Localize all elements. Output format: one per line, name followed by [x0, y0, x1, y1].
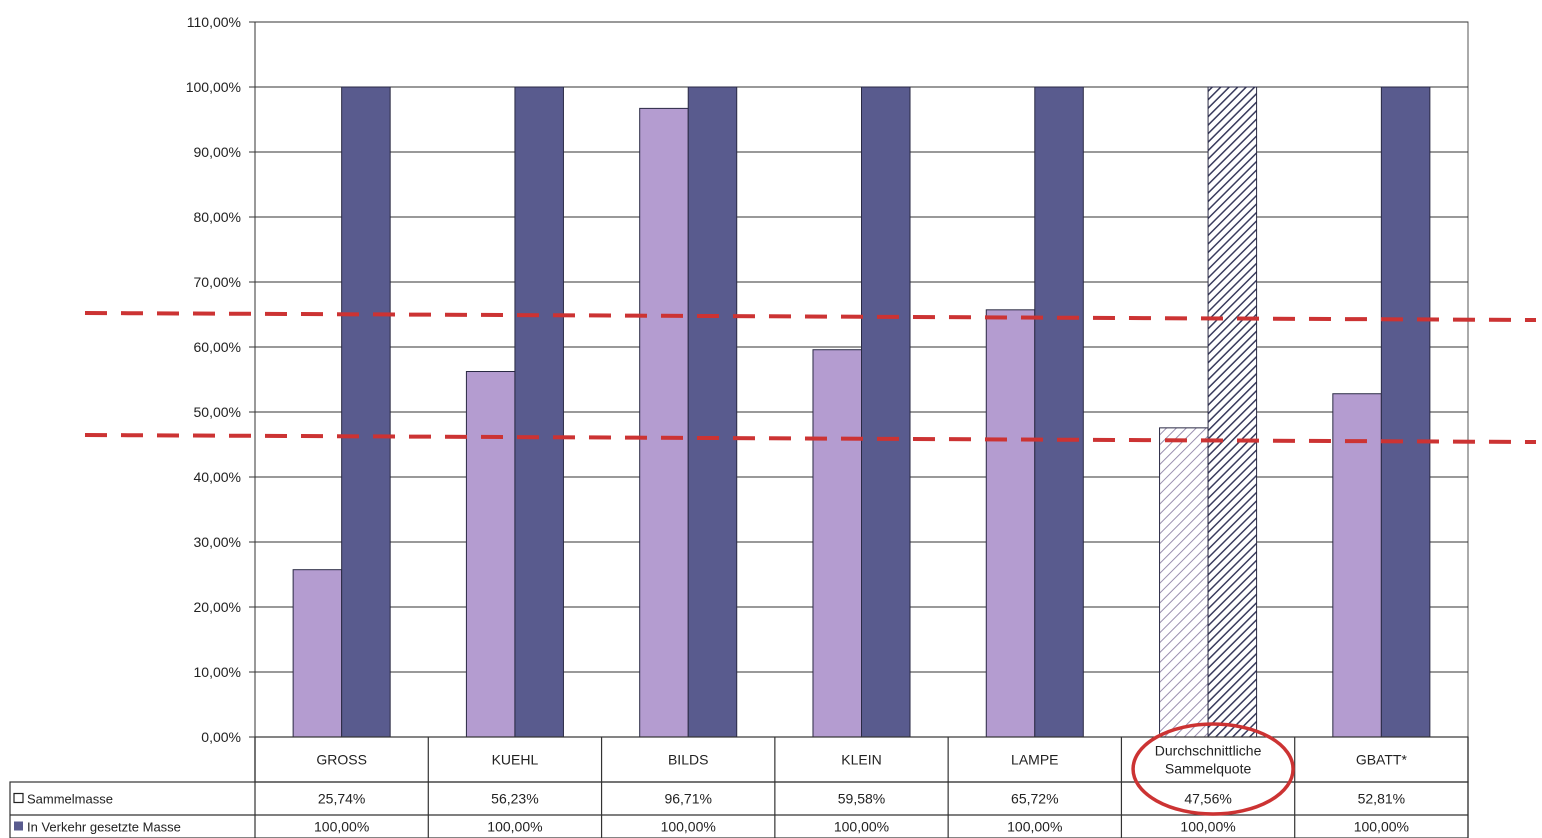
y-tick-label: 80,00% [194, 209, 241, 225]
bar-in-verkehr-2 [687, 86, 738, 738]
y-tick-label: 100,00% [186, 79, 241, 95]
bar-sammelmasse-2 [639, 107, 689, 738]
y-tick-label: 10,00% [194, 664, 241, 680]
table-value-0-0: 25,74% [318, 791, 365, 807]
bar-sammelmasse-5 [1159, 427, 1209, 738]
y-tick-label: 60,00% [194, 339, 241, 355]
table-value-0-2: 96,71% [664, 791, 711, 807]
category-label-3: KLEIN [841, 752, 881, 768]
category-label-1: KUEHL [492, 752, 539, 768]
category-label-6: GBATT* [1356, 752, 1408, 768]
bar-in-verkehr-1 [514, 86, 564, 738]
reference-lines [84, 311, 1537, 444]
category-label-0: GROSS [316, 752, 367, 768]
highlight-ellipse [1131, 722, 1295, 816]
data-table: GROSS KUEHL BILDS KLEIN LAMPE Durchschnittlic… [9, 736, 1469, 838]
table-value-0-4: 65,72% [1011, 791, 1058, 807]
table-value-1-6: 100,00% [1354, 819, 1409, 835]
category-label-5: Sammelquote [1165, 761, 1252, 777]
bar-sammelmasse-6 [1332, 393, 1382, 738]
table-value-1-5: 100,00% [1180, 819, 1235, 835]
legend-label-1: In Verkehr gesetzte Masse [27, 820, 181, 835]
category-label-5: Durchschnittliche [1155, 743, 1262, 759]
table-value-1-2: 100,00% [661, 819, 716, 835]
legend-label-0: Sammelmasse [27, 792, 113, 807]
annotations [1131, 722, 1295, 816]
bars [292, 86, 1431, 738]
y-tick-label: 30,00% [194, 534, 241, 550]
table-value-1-1: 100,00% [487, 819, 542, 835]
reference-line-1 [84, 433, 1537, 444]
bar-sammelmasse-0 [292, 569, 343, 738]
bar-sammelmasse-3 [812, 349, 862, 738]
table-value-0-3: 59,58% [838, 791, 885, 807]
y-tick-label: 90,00% [194, 144, 241, 160]
bar-in-verkehr-6 [1380, 86, 1431, 738]
category-label-2: BILDS [668, 752, 708, 768]
table-value-0-5: 47,56% [1184, 791, 1231, 807]
bar-in-verkehr-0 [341, 86, 391, 738]
y-tick-label: 110,00% [187, 14, 241, 30]
bar-sammelmasse-4 [985, 309, 1036, 738]
table-value-1-3: 100,00% [834, 819, 889, 835]
bar-in-verkehr-5 [1207, 86, 1258, 738]
y-tick-label: 20,00% [194, 599, 241, 615]
y-tick-label: 50,00% [194, 404, 241, 420]
legend-key-0 [13, 792, 24, 804]
reference-line-0 [84, 311, 1537, 322]
bar-in-verkehr-4 [1034, 86, 1084, 738]
bar-in-verkehr-3 [861, 86, 911, 738]
category-label-4: LAMPE [1011, 752, 1058, 768]
y-tick-label: 70,00% [194, 274, 241, 290]
bar-sammelmasse-1 [465, 371, 516, 738]
y-tick-label: 40,00% [194, 469, 241, 485]
table-value-1-0: 100,00% [314, 819, 369, 835]
legend-key-1 [14, 821, 23, 831]
table-value-0-6: 52,81% [1358, 791, 1405, 807]
y-axis: 0,00% 10,00% 20,00% 30,00% 40,00% 50,00% 60,00… [186, 14, 256, 745]
table-value-1-4: 100,00% [1007, 819, 1062, 835]
y-tick-label: 0,00% [201, 729, 241, 745]
table-value-0-1: 56,23% [491, 791, 538, 807]
